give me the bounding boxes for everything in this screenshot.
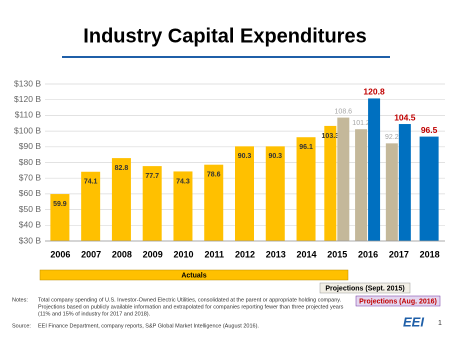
value-label: 74.1	[84, 179, 98, 186]
chart-title: Industry Capital Expenditures	[83, 25, 366, 47]
notes-label: Notes:	[12, 297, 28, 303]
x-tick-label: 2014	[297, 249, 317, 259]
value-label: 120.8	[363, 87, 385, 97]
x-tick-label: 2007	[81, 249, 101, 259]
bar	[296, 137, 316, 241]
bar	[50, 194, 70, 241]
bar	[265, 146, 285, 241]
x-tick-label: 2017	[389, 249, 409, 259]
y-tick-label: $120 B	[14, 94, 41, 104]
legend-box	[39, 269, 349, 281]
value-label: 96.1	[299, 144, 313, 151]
bar	[324, 125, 337, 241]
x-tick-label: 2015	[327, 249, 347, 259]
x-tick-label: 2013	[266, 249, 286, 259]
y-tick-label: $30 B	[19, 235, 42, 245]
bar	[142, 166, 162, 241]
y-tick-label: $100 B	[14, 125, 41, 135]
value-label: 77.7	[145, 173, 159, 180]
y-tick-label: $40 B	[19, 220, 42, 230]
bar	[385, 143, 398, 241]
bar	[204, 164, 224, 241]
source-label: Source:	[12, 323, 31, 329]
page-number: 1	[438, 320, 442, 327]
bar	[235, 146, 254, 241]
legend-label: Projections (Aug. 2016)	[359, 298, 437, 305]
legend-label: Projections (Sept. 2015)	[325, 285, 404, 292]
bar	[355, 129, 368, 241]
logo: EEI	[403, 314, 424, 329]
legend-label: Actuals	[181, 272, 206, 279]
x-tick-label: 2016	[358, 249, 378, 259]
x-tick-label: 2006	[50, 249, 70, 259]
note-line: Projections based on publicly available …	[38, 304, 344, 310]
value-label: 96.5	[421, 125, 438, 135]
y-tick-label: $80 B	[19, 157, 42, 167]
value-label: 92.2	[385, 134, 399, 141]
x-tick-label: 2012	[235, 249, 255, 259]
bar	[419, 136, 439, 241]
y-tick-label: $60 B	[19, 188, 42, 198]
x-tick-label: 2009	[143, 249, 163, 259]
bar	[111, 158, 131, 241]
note-line: (11% and 15% of industry for 2017 and 20…	[38, 311, 151, 317]
y-tick-label: $110 B	[15, 110, 42, 120]
note-line: Total company spending of U.S. Investor-…	[38, 297, 342, 303]
source: EEI Finance Department, company reports,…	[38, 323, 259, 329]
value-label: 90.3	[238, 153, 252, 160]
bar	[81, 171, 101, 241]
value-label: 103.3	[322, 133, 340, 140]
value-label: 82.8	[115, 165, 129, 172]
legend-box	[319, 282, 411, 294]
value-label: 90.3	[268, 153, 282, 160]
y-tick-label: $90 B	[19, 141, 42, 151]
y-tick-label: $50 B	[19, 204, 42, 214]
bar	[337, 117, 350, 241]
bar	[398, 124, 411, 241]
x-tick-label: 2010	[173, 249, 193, 259]
bar	[368, 98, 381, 241]
value-label: 101.2	[352, 120, 370, 127]
x-tick-label: 2008	[112, 249, 132, 259]
value-label: 78.6	[207, 172, 221, 179]
legend-box	[355, 295, 441, 307]
value-label: 59.9	[53, 201, 67, 208]
x-tick-label: 2018	[420, 249, 440, 259]
y-tick-label: $70 B	[19, 172, 42, 182]
value-label: 74.3	[176, 178, 190, 185]
y-tick-label: $130 B	[14, 78, 41, 88]
value-label: 108.6	[335, 108, 353, 115]
x-tick-label: 2011	[204, 249, 224, 259]
bar	[173, 171, 193, 241]
value-label: 104.5	[394, 112, 416, 122]
